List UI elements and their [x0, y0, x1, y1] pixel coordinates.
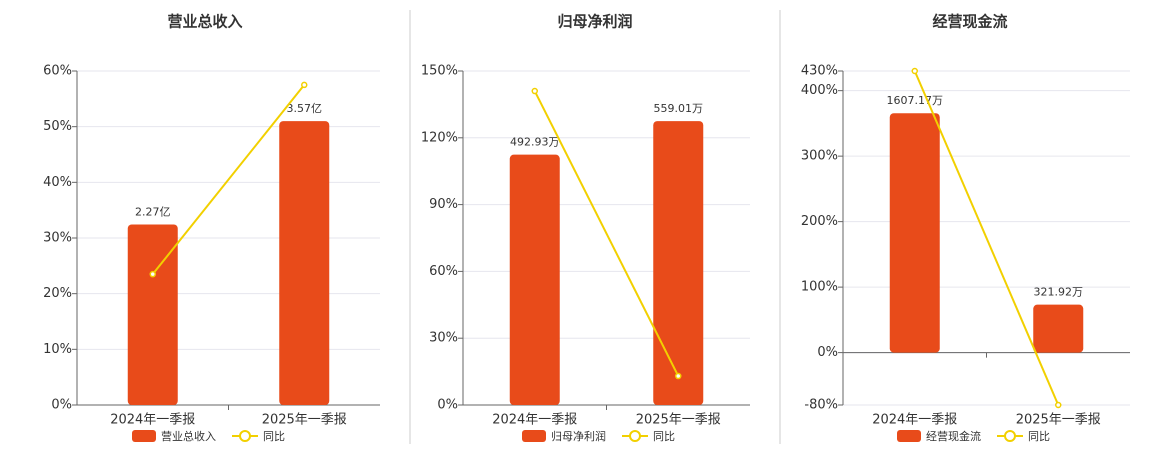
legend-label: 归母净利润	[551, 429, 606, 443]
y-tick-label: 0%	[51, 398, 72, 413]
y-tick-label: 50%	[43, 119, 72, 134]
y-tick-label: 120%	[421, 130, 458, 145]
x-tick-label: 2024年一季报	[110, 413, 195, 428]
bar	[127, 224, 178, 405]
legend-swatch	[1004, 430, 1016, 442]
line-point	[911, 67, 918, 75]
line-point	[301, 81, 308, 89]
line	[913, 70, 1060, 406]
x-tick-label: 2024年一季报	[492, 413, 577, 428]
value-label: 1607.17万	[887, 94, 944, 107]
value-label: 3.57亿	[287, 102, 323, 115]
x-tick-label: 2025年一季报	[262, 413, 347, 428]
legend-label: 同比	[263, 430, 285, 443]
legend-label: 营业总收入	[161, 429, 216, 443]
y-tick-label: 30%	[43, 231, 72, 246]
y-tick-label: 100%	[801, 280, 838, 295]
value-label: 559.01万	[654, 102, 704, 115]
value-label: 321.92万	[1034, 286, 1084, 299]
legend-swatch	[522, 430, 546, 442]
y-tick-label: 10%	[43, 342, 72, 357]
chart-title: 营业总收入	[167, 13, 242, 31]
chart-title: 归母净利润	[557, 13, 632, 31]
y-tick-label: 300%	[801, 149, 838, 164]
y-tick-label: 90%	[429, 197, 458, 212]
chart-title: 经营现金流	[932, 13, 1007, 31]
bar	[1033, 304, 1084, 353]
legend-swatch	[239, 430, 251, 442]
legend-swatch	[897, 430, 921, 442]
legend-label: 经营现金流	[926, 429, 981, 443]
y-tick-label: 0%	[817, 345, 838, 360]
line	[533, 90, 680, 377]
y-tick-label: 60%	[429, 264, 458, 279]
y-tick-label: 400%	[801, 83, 838, 98]
x-tick-label: 2025年一季报	[1016, 413, 1101, 428]
bar	[889, 113, 940, 353]
legend-swatch	[629, 430, 641, 442]
line-point	[1055, 401, 1062, 409]
value-label: 492.93万	[510, 136, 560, 149]
bar	[279, 121, 330, 405]
y-tick-label: 60%	[43, 64, 72, 79]
value-label: 2.27亿	[135, 205, 171, 218]
line	[151, 84, 306, 275]
bar	[509, 154, 560, 405]
y-tick-label: 430%	[801, 64, 838, 79]
x-tick-label: 2025年一季报	[636, 413, 721, 428]
y-tick-label: 150%	[421, 64, 458, 79]
y-tick-label: 200%	[801, 214, 838, 229]
legend-label: 同比	[1028, 430, 1050, 443]
bar	[653, 121, 704, 405]
line-point	[149, 270, 156, 278]
line-point	[531, 87, 538, 95]
y-tick-label: 40%	[43, 175, 72, 190]
legend-label: 同比	[653, 430, 675, 443]
legend-swatch	[132, 430, 156, 442]
y-tick-label: 0%	[437, 398, 458, 413]
y-tick-label: 20%	[43, 286, 72, 301]
y-tick-label: -80%	[804, 398, 838, 413]
y-tick-label: 30%	[429, 331, 458, 346]
x-tick-label: 2024年一季报	[872, 413, 957, 428]
line-point	[675, 372, 682, 380]
